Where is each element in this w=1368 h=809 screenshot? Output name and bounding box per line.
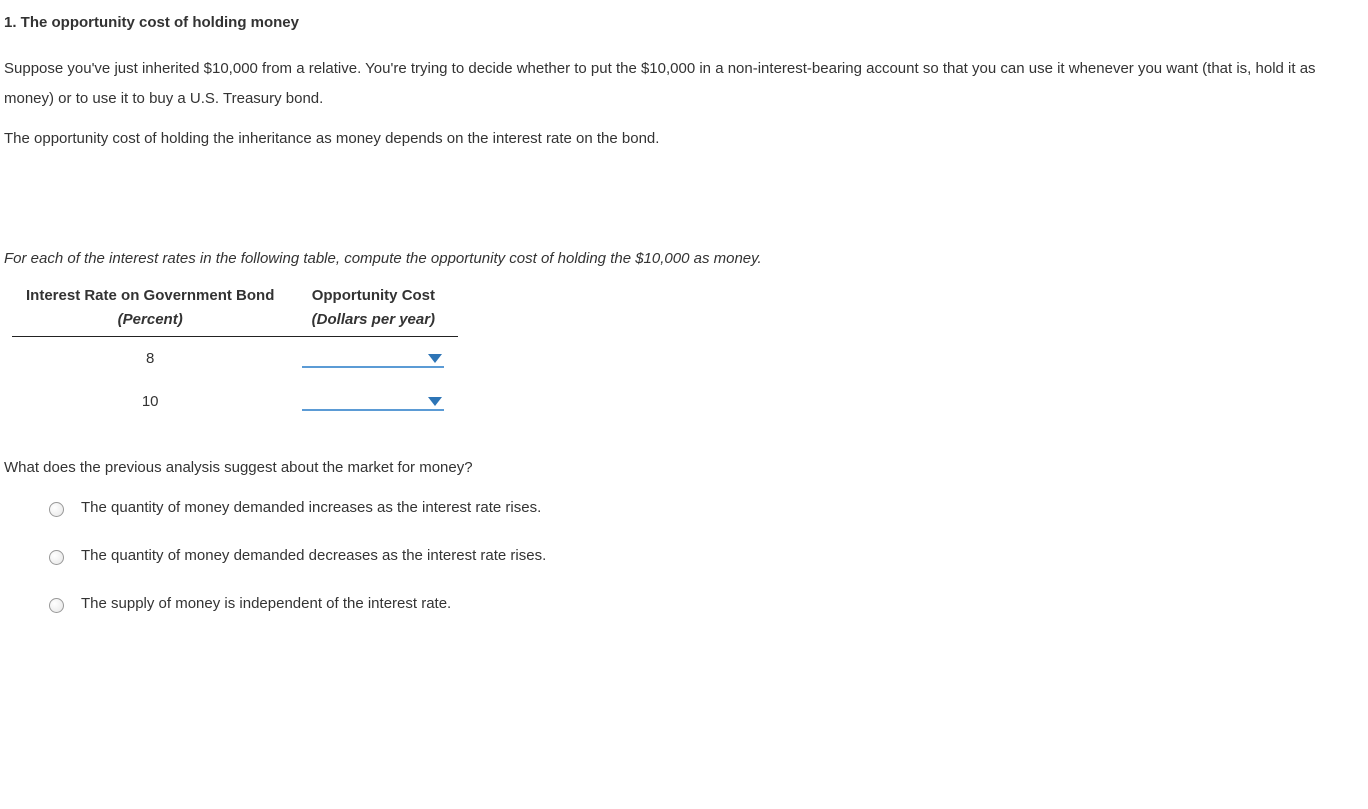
table-header-cost: Opportunity Cost bbox=[288, 284, 458, 308]
table-instruction: For each of the interest rates in the fo… bbox=[4, 244, 1364, 274]
paragraph-opportunity-cost: The opportunity cost of holding the inhe… bbox=[4, 124, 1364, 154]
rate-cell: 10 bbox=[12, 380, 288, 423]
question-page: 1. The opportunity cost of holding money… bbox=[0, 0, 1368, 641]
multiple-choice-options: The quantity of money demanded increases… bbox=[4, 493, 1364, 619]
radio-input[interactable] bbox=[49, 598, 64, 613]
cost-cell bbox=[288, 337, 458, 381]
mc-option[interactable]: The supply of money is independent of th… bbox=[44, 589, 1364, 619]
question-title: 1. The opportunity cost of holding money bbox=[4, 8, 1364, 38]
table-row: 8 bbox=[12, 337, 458, 381]
spacer bbox=[4, 164, 1364, 244]
opportunity-cost-table: Interest Rate on Government Bond Opportu… bbox=[12, 284, 458, 423]
option-label: The supply of money is independent of th… bbox=[81, 589, 451, 619]
radio-input[interactable] bbox=[49, 502, 64, 517]
rate-cell: 8 bbox=[12, 337, 288, 381]
spacer bbox=[4, 423, 1364, 453]
table-subheader-cost: (Dollars per year) bbox=[288, 308, 458, 337]
mc-option[interactable]: The quantity of money demanded increases… bbox=[44, 493, 1364, 523]
paragraph-scenario: Suppose you've just inherited $10,000 fr… bbox=[4, 54, 1364, 114]
radio-input[interactable] bbox=[49, 550, 64, 565]
cost-cell bbox=[288, 380, 458, 423]
table-header-rate: Interest Rate on Government Bond bbox=[12, 284, 288, 308]
chevron-down-icon bbox=[428, 354, 442, 363]
table-subheader-rate: (Percent) bbox=[12, 308, 288, 337]
mc-option[interactable]: The quantity of money demanded decreases… bbox=[44, 541, 1364, 571]
chevron-down-icon bbox=[428, 397, 442, 406]
table-row: 10 bbox=[12, 380, 458, 423]
followup-question: What does the previous analysis suggest … bbox=[4, 453, 1364, 483]
option-label: The quantity of money demanded increases… bbox=[81, 493, 541, 523]
opportunity-cost-dropdown[interactable] bbox=[302, 343, 444, 368]
option-label: The quantity of money demanded decreases… bbox=[81, 541, 546, 571]
opportunity-cost-dropdown[interactable] bbox=[302, 386, 444, 411]
